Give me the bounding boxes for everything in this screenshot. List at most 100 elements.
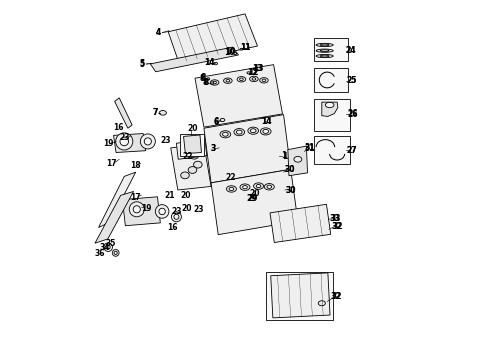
Text: 20: 20	[180, 190, 191, 199]
Ellipse shape	[188, 167, 197, 174]
Ellipse shape	[106, 245, 110, 249]
Text: 32: 32	[331, 292, 342, 301]
Ellipse shape	[250, 129, 256, 133]
Ellipse shape	[220, 118, 225, 122]
Ellipse shape	[264, 184, 274, 190]
Text: 23: 23	[120, 132, 130, 141]
Ellipse shape	[253, 183, 264, 189]
Text: 30: 30	[284, 166, 294, 175]
Text: 13: 13	[253, 64, 263, 73]
Ellipse shape	[129, 202, 144, 217]
Text: 12: 12	[247, 68, 258, 77]
Text: 17: 17	[130, 193, 141, 202]
Text: 14: 14	[204, 58, 215, 67]
Polygon shape	[150, 47, 239, 72]
Ellipse shape	[112, 249, 119, 256]
Text: 7: 7	[152, 108, 158, 117]
Ellipse shape	[240, 78, 243, 81]
Ellipse shape	[243, 185, 247, 189]
Text: 24: 24	[346, 46, 356, 55]
Text: 34: 34	[100, 243, 110, 252]
Text: 4: 4	[156, 28, 161, 37]
Bar	[314, 68, 348, 92]
Ellipse shape	[181, 172, 189, 179]
Ellipse shape	[140, 134, 155, 149]
Ellipse shape	[316, 49, 333, 52]
Ellipse shape	[294, 157, 302, 162]
Ellipse shape	[104, 243, 113, 251]
Polygon shape	[98, 172, 136, 228]
Text: 26: 26	[347, 110, 357, 119]
Text: 3: 3	[210, 144, 216, 153]
Ellipse shape	[194, 161, 202, 168]
Ellipse shape	[320, 55, 329, 57]
Ellipse shape	[234, 129, 245, 136]
Bar	[267, 272, 333, 320]
Text: 30: 30	[284, 166, 295, 175]
Ellipse shape	[207, 78, 210, 80]
Text: 29: 29	[246, 194, 257, 203]
Text: 36: 36	[95, 249, 105, 258]
Ellipse shape	[233, 53, 237, 55]
Text: 32: 32	[332, 222, 343, 231]
Text: 23: 23	[160, 136, 171, 145]
Ellipse shape	[316, 43, 333, 46]
Text: 25: 25	[346, 76, 356, 85]
Text: 8: 8	[203, 78, 208, 87]
Ellipse shape	[316, 54, 333, 58]
Text: 8: 8	[200, 73, 205, 82]
Text: 1: 1	[282, 152, 287, 161]
Text: 11: 11	[240, 42, 250, 51]
Text: 30: 30	[286, 185, 296, 194]
Ellipse shape	[223, 78, 232, 84]
Ellipse shape	[260, 78, 268, 83]
Text: 8: 8	[203, 78, 208, 87]
Text: 33: 33	[331, 214, 342, 223]
Ellipse shape	[256, 184, 261, 188]
Polygon shape	[95, 192, 134, 243]
Ellipse shape	[213, 81, 217, 84]
Ellipse shape	[240, 184, 250, 190]
Ellipse shape	[253, 68, 256, 70]
Text: 25: 25	[346, 76, 356, 85]
Ellipse shape	[182, 150, 191, 157]
Polygon shape	[211, 169, 298, 235]
Ellipse shape	[114, 251, 117, 255]
Ellipse shape	[320, 50, 329, 51]
Text: 22: 22	[225, 173, 236, 182]
Text: 24: 24	[346, 46, 356, 55]
Ellipse shape	[133, 206, 140, 213]
Text: 19: 19	[103, 139, 114, 148]
Text: 6: 6	[213, 118, 219, 127]
Text: 1: 1	[281, 151, 287, 160]
Ellipse shape	[184, 143, 199, 153]
Polygon shape	[322, 102, 338, 116]
Text: 4: 4	[156, 28, 161, 37]
Bar	[180, 134, 204, 156]
Ellipse shape	[249, 76, 258, 82]
Ellipse shape	[229, 187, 234, 190]
Ellipse shape	[262, 79, 266, 82]
Text: 5: 5	[140, 60, 145, 69]
Ellipse shape	[159, 111, 167, 115]
Ellipse shape	[120, 137, 128, 146]
Polygon shape	[168, 14, 258, 63]
Text: 23: 23	[194, 205, 204, 214]
Ellipse shape	[159, 208, 165, 215]
Polygon shape	[270, 273, 330, 318]
Text: 26: 26	[347, 109, 357, 118]
Ellipse shape	[210, 82, 214, 85]
Ellipse shape	[247, 72, 250, 74]
Text: 17: 17	[106, 159, 117, 168]
Ellipse shape	[116, 133, 133, 150]
Polygon shape	[171, 144, 211, 190]
Ellipse shape	[267, 185, 271, 188]
Text: 32: 32	[333, 222, 343, 231]
Text: 10: 10	[225, 47, 235, 56]
Polygon shape	[184, 135, 201, 154]
Ellipse shape	[262, 117, 266, 120]
Ellipse shape	[210, 80, 219, 85]
Text: 32: 32	[332, 292, 342, 301]
Polygon shape	[122, 197, 160, 226]
Text: 20: 20	[181, 204, 192, 213]
